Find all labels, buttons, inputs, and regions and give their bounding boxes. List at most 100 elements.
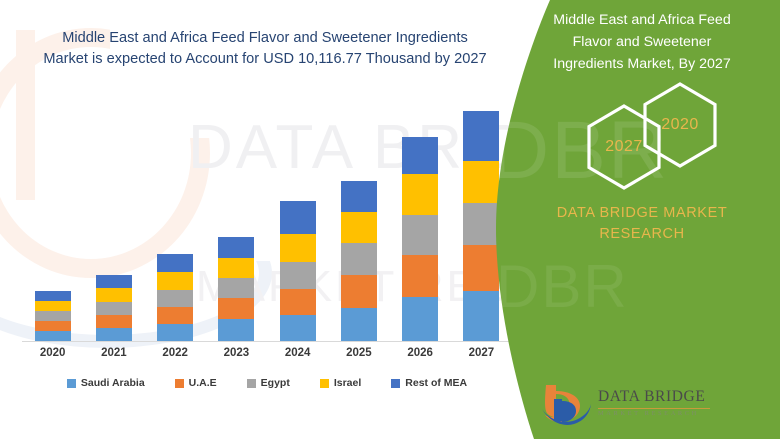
chart-title-line-1: Middle East and Africa Feed Flavor and S… (62, 30, 468, 46)
legend-label: Israel (333, 377, 362, 389)
bar-slot-2023 (206, 104, 267, 341)
bar-segment-egypt-2020[interactable] (34, 311, 71, 321)
hexagon-label-2020: 2020 (661, 116, 699, 133)
bar-segment-rest-of-mea-2025[interactable] (340, 181, 377, 212)
bar-segment-egypt-2021[interactable] (95, 302, 132, 315)
x-axis-label-2020: 2020 (39, 347, 66, 359)
x-axis-label-2026: 2026 (407, 347, 433, 359)
bar-segment-u-a-e-2027[interactable] (463, 245, 500, 291)
legend-swatch-icon (246, 378, 256, 388)
bar-segment-israel-2026[interactable] (402, 174, 439, 215)
chart-title-line-2: Market is expected to Account for USD 10… (43, 51, 487, 67)
bar-slot-2021 (83, 104, 144, 341)
legend-swatch-icon (174, 378, 184, 388)
bar-segment-egypt-2024[interactable] (279, 262, 316, 289)
stacked-bar-2020[interactable] (34, 291, 71, 341)
legend-label: Egypt (260, 377, 290, 389)
legend-label: U.A.E (188, 377, 217, 389)
bar-segment-u-a-e-2025[interactable] (340, 275, 377, 308)
brand-text-line-1: DATA BRIDGE MARKET (556, 205, 728, 221)
bar-segment-israel-2025[interactable] (340, 212, 377, 243)
bar-segment-rest-of-mea-2027[interactable] (463, 111, 500, 161)
bar-segment-u-a-e-2022[interactable] (157, 307, 194, 324)
hexagon-outline-icon (642, 82, 718, 168)
bar-segment-u-a-e-2023[interactable] (218, 298, 255, 319)
bar-slot-2026 (390, 104, 451, 341)
stacked-bar-2026[interactable] (402, 137, 439, 341)
green-panel-title-line-2: Flavor and Sweetener (572, 34, 712, 50)
legend-item-egypt[interactable]: Egypt (246, 377, 290, 389)
stacked-bar-2024[interactable] (279, 201, 316, 341)
hexagon-label-2027: 2027 (605, 138, 643, 155)
bar-slot-2020 (22, 104, 83, 341)
bar-slot-2025 (328, 104, 389, 341)
data-bridge-logo: DATA BRIDGE MARKET RESEARCH (540, 383, 710, 427)
x-axis-label-2021: 2021 (101, 347, 127, 359)
bar-segment-saudi-arabia-2024[interactable] (279, 315, 316, 341)
hexagon-2027: 2027 (586, 104, 662, 190)
x-axis-labels: 2020 2021 2022 2023 2024 2025 2026 2027 (22, 347, 512, 359)
bar-segment-u-a-e-2020[interactable] (34, 321, 71, 331)
bar-segment-israel-2024[interactable] (279, 234, 316, 262)
x-axis-label-2022: 2022 (162, 347, 188, 359)
bar-segment-rest-of-mea-2024[interactable] (279, 201, 316, 234)
bar-segment-egypt-2026[interactable] (402, 215, 439, 255)
bar-segment-israel-2021[interactable] (95, 288, 132, 302)
bar-segment-rest-of-mea-2022[interactable] (157, 254, 194, 272)
bar-segment-egypt-2022[interactable] (157, 290, 194, 307)
legend-swatch-icon (391, 378, 401, 388)
chart-legend: Saudi Arabia U.A.E Egypt Israel Rest of MEA (22, 374, 512, 392)
stacked-bar-2027[interactable] (463, 111, 500, 341)
bar-segment-israel-2020[interactable] (34, 301, 71, 311)
bar-segment-rest-of-mea-2020[interactable] (34, 291, 71, 301)
bar-segment-saudi-arabia-2022[interactable] (157, 324, 194, 341)
bar-segment-israel-2027[interactable] (463, 161, 500, 203)
bar-segment-u-a-e-2026[interactable] (402, 255, 439, 297)
green-panel-watermark-secondary: DBR (496, 253, 629, 320)
legend-label: Saudi Arabia (80, 377, 145, 389)
chart-panel: DATA BRIDGE MARKET RESEARCH Middle East … (0, 28, 530, 392)
bar-segment-saudi-arabia-2021[interactable] (95, 328, 132, 341)
legend-swatch-icon (319, 378, 329, 388)
bar-segment-rest-of-mea-2023[interactable] (218, 237, 255, 258)
hexagon-group: 2027 2020 (494, 82, 780, 194)
stacked-bar-2021[interactable] (95, 275, 132, 341)
logo-wordmark: DATA BRIDGE (598, 388, 706, 405)
green-side-panel: DBR DBR Middle East and Africa Feed Flav… (494, 0, 780, 439)
bar-segment-saudi-arabia-2023[interactable] (218, 319, 255, 341)
legend-label: Rest of MEA (405, 377, 468, 389)
bar-segment-israel-2022[interactable] (157, 272, 194, 290)
x-axis-line (22, 341, 512, 342)
stacked-bar-2022[interactable] (157, 254, 194, 341)
bar-segment-egypt-2027[interactable] (463, 203, 500, 245)
legend-item-rest-of-mea[interactable]: Rest of MEA (391, 377, 467, 389)
bar-slot-2022 (145, 104, 206, 341)
bar-segment-egypt-2025[interactable] (340, 243, 377, 275)
x-axis-label-2023: 2023 (223, 347, 250, 359)
stacked-bar-2023[interactable] (218, 237, 255, 341)
green-panel-title-line-3: Ingredients Market, By 2027 (553, 56, 731, 72)
bar-segment-saudi-arabia-2026[interactable] (402, 297, 439, 341)
hexagon-2020: 2020 (642, 82, 718, 168)
bar-slot-2027 (451, 104, 512, 341)
bar-segment-rest-of-mea-2026[interactable] (402, 137, 439, 174)
bar-slot-2024 (267, 104, 328, 341)
stacked-bar-2025[interactable] (340, 181, 377, 341)
bar-segment-saudi-arabia-2027[interactable] (463, 291, 500, 341)
bar-segment-saudi-arabia-2025[interactable] (340, 308, 377, 341)
bar-segment-egypt-2023[interactable] (218, 278, 255, 298)
bar-segment-u-a-e-2021[interactable] (95, 315, 132, 328)
green-panel-title: Middle East and Africa Feed Flavor and S… (520, 9, 764, 75)
chart-title: Middle East and Africa Feed Flavor and S… (22, 28, 508, 70)
bar-segment-u-a-e-2024[interactable] (279, 289, 316, 315)
brand-text-line-2: RESEARCH (599, 226, 685, 242)
legend-item-israel[interactable]: Israel (319, 377, 362, 389)
bar-segment-israel-2023[interactable] (218, 258, 255, 278)
bar-segment-saudi-arabia-2020[interactable] (34, 331, 71, 341)
legend-item-saudi-arabia[interactable]: Saudi Arabia (66, 377, 145, 389)
legend-item-u-a-e[interactable]: U.A.E (174, 377, 217, 389)
x-axis-label-2027: 2027 (468, 347, 495, 359)
bar-segment-rest-of-mea-2021[interactable] (95, 275, 132, 288)
legend-swatch-icon (66, 378, 76, 388)
green-panel-title-line-1: Middle East and Africa Feed (553, 12, 731, 28)
